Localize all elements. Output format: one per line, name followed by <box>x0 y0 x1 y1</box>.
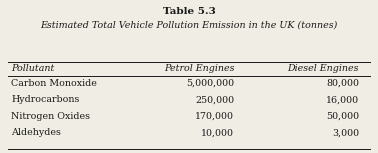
Text: Hydrocarbons: Hydrocarbons <box>11 95 80 104</box>
Text: 10,000: 10,000 <box>201 129 234 137</box>
Text: 170,000: 170,000 <box>195 112 234 121</box>
Text: 5,000,000: 5,000,000 <box>186 79 234 88</box>
Text: 16,000: 16,000 <box>326 95 359 104</box>
Text: Estimated Total Vehicle Pollution Emission in the UK (tonnes): Estimated Total Vehicle Pollution Emissi… <box>40 21 338 30</box>
Text: 250,000: 250,000 <box>195 95 234 104</box>
Text: 50,000: 50,000 <box>326 112 359 121</box>
Text: Petrol Engines: Petrol Engines <box>164 64 234 73</box>
Text: Carbon Monoxide: Carbon Monoxide <box>11 79 97 88</box>
Text: 80,000: 80,000 <box>326 79 359 88</box>
Text: Table 5.3: Table 5.3 <box>163 7 215 16</box>
Text: Nitrogen Oxides: Nitrogen Oxides <box>11 112 90 121</box>
Text: Diesel Engines: Diesel Engines <box>288 64 359 73</box>
Text: 3,000: 3,000 <box>332 129 359 137</box>
Text: Pollutant: Pollutant <box>11 64 55 73</box>
Text: Aldehydes: Aldehydes <box>11 129 61 137</box>
